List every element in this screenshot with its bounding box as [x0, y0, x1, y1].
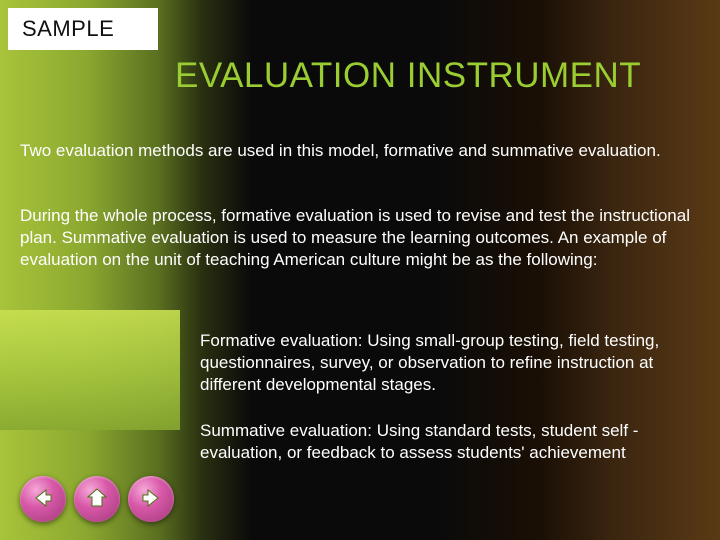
sample-label: SAMPLE	[22, 16, 114, 42]
slide-title: EVALUATION INSTRUMENT	[175, 56, 641, 96]
nav-button-group	[20, 476, 174, 522]
forward-button[interactable]	[128, 476, 174, 522]
formative-paragraph: Formative evaluation: Using small-group …	[200, 330, 700, 396]
green-accent-strip	[0, 310, 180, 430]
description-paragraph: During the whole process, formative eval…	[20, 205, 700, 271]
home-icon	[85, 486, 109, 513]
home-button[interactable]	[74, 476, 120, 522]
back-button[interactable]	[20, 476, 66, 522]
arrow-left-icon	[31, 486, 55, 513]
summative-paragraph: Summative evaluation: Using standard tes…	[200, 420, 700, 464]
intro-paragraph: Two evaluation methods are used in this …	[20, 140, 700, 162]
arrow-right-icon	[139, 486, 163, 513]
sample-label-box: SAMPLE	[8, 8, 158, 50]
